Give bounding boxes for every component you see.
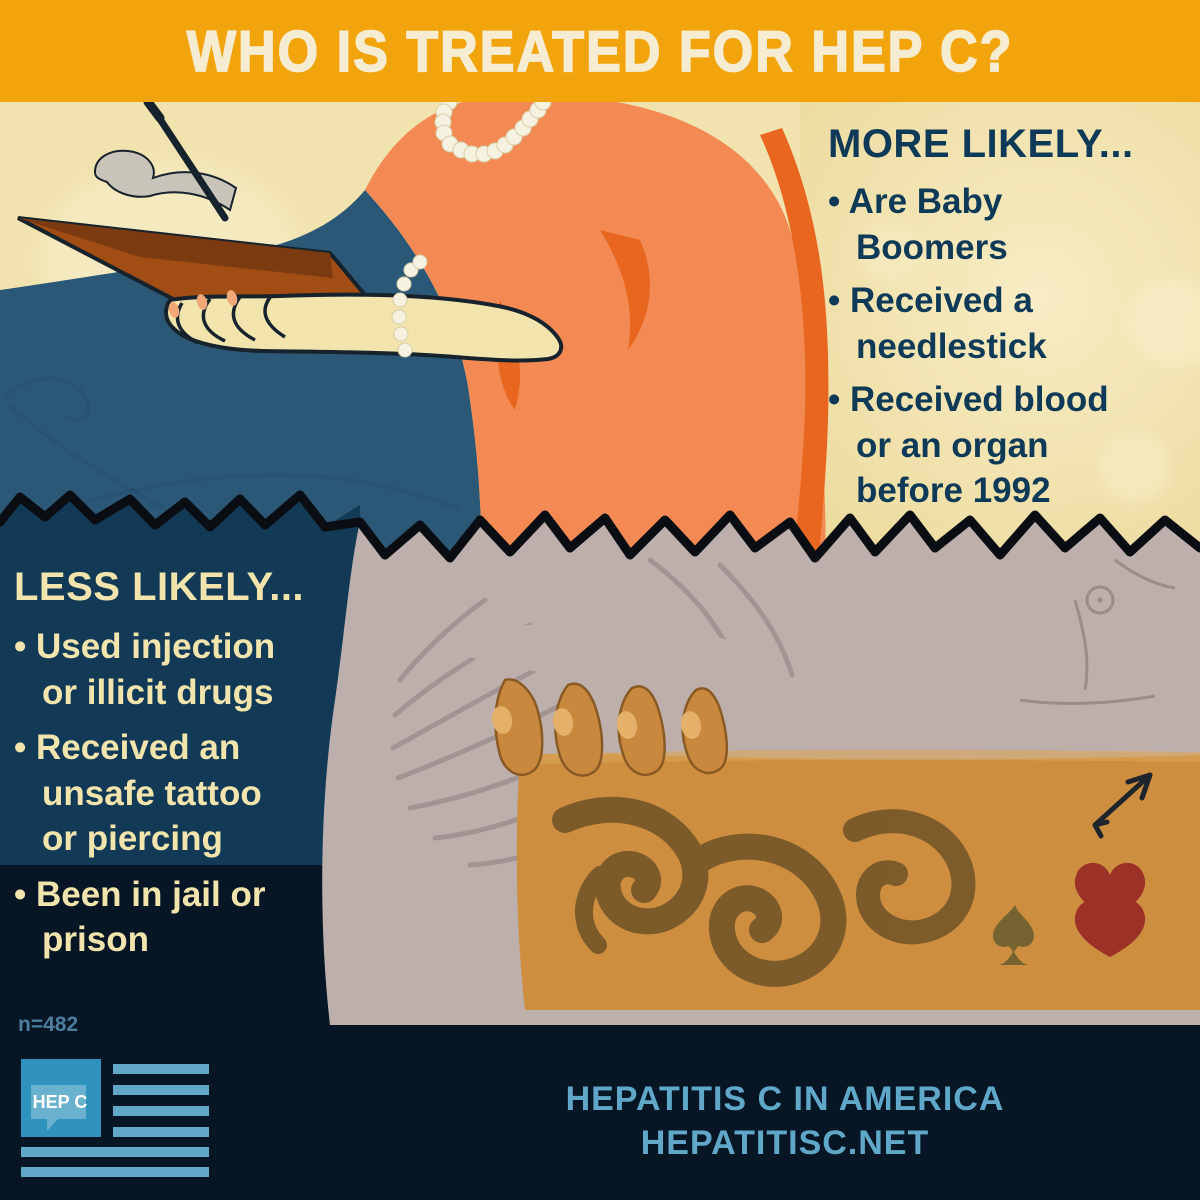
svg-text:HEP C: HEP C — [33, 1092, 88, 1112]
